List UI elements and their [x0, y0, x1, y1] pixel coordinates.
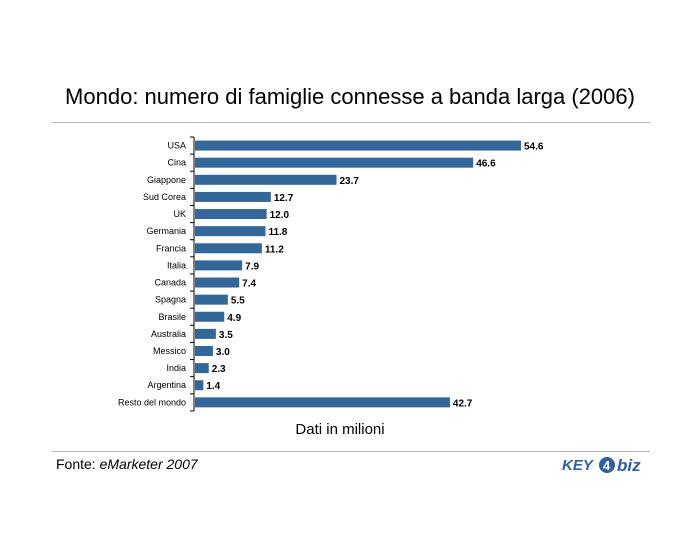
- data-label: 46.6: [476, 159, 496, 170]
- category-label: Spagna: [155, 295, 186, 305]
- data-label: 2.3: [212, 364, 226, 375]
- category-label: Resto del mondo: [118, 397, 186, 407]
- data-label: 7.4: [242, 279, 256, 290]
- data-label: 12.7: [274, 193, 294, 204]
- data-label: 23.7: [339, 176, 359, 187]
- data-label: 54.6: [524, 142, 544, 153]
- bar: [195, 328, 216, 339]
- source-note: Fonte: eMarketer 2007: [56, 456, 198, 472]
- bar: [195, 140, 521, 151]
- category-label: Francia: [156, 243, 186, 253]
- bar-chart: USA 54.6 Cina 46.6 Giappone 23.7 Sud Corea 12.7…: [118, 136, 544, 412]
- data-label: 11.8: [268, 227, 287, 238]
- category-label: Giappone: [147, 175, 186, 185]
- bar: [195, 311, 225, 322]
- top-divider: [52, 122, 650, 123]
- category-label: Australia: [151, 329, 186, 339]
- bar: [195, 397, 450, 408]
- bar: [195, 209, 267, 220]
- category-label: Messico: [153, 346, 186, 356]
- logo-number-text: 4: [603, 458, 611, 473]
- category-label: Sud Corea: [143, 192, 186, 202]
- data-label: 12.0: [270, 210, 290, 221]
- category-label: USA: [167, 141, 186, 151]
- logo-biz-text: biz: [617, 456, 641, 475]
- data-label: 5.5: [231, 296, 245, 307]
- logo-key-text: KEY: [562, 457, 595, 474]
- data-label: 11.2: [265, 244, 284, 255]
- bar: [195, 294, 228, 305]
- source-prefix: Fonte:: [56, 456, 100, 472]
- bar: [195, 346, 213, 356]
- bar: [195, 380, 204, 391]
- category-label: Cina: [167, 158, 186, 168]
- category-label: Germania: [146, 226, 186, 236]
- bar: [195, 226, 266, 237]
- data-label: 1.4: [206, 381, 220, 392]
- category-label: Brasile: [158, 312, 186, 322]
- chart-title: Mondo: numero di famiglie connesse a ban…: [65, 84, 635, 109]
- bar: [195, 191, 271, 202]
- category-label: Argentina: [147, 380, 186, 390]
- category-label: India: [166, 363, 186, 373]
- bar: [195, 174, 337, 185]
- data-label: 3.0: [216, 347, 230, 358]
- category-label: UK: [173, 209, 186, 219]
- source-name: eMarketer 2007: [99, 456, 198, 472]
- data-label: 42.7: [453, 398, 473, 409]
- bar: [195, 277, 240, 288]
- logo-circle: [599, 457, 615, 473]
- data-label: 3.5: [219, 330, 233, 341]
- category-label: Canada: [154, 278, 186, 288]
- bar: [195, 157, 474, 168]
- bottom-divider: [52, 451, 650, 452]
- data-label: 4.9: [227, 313, 241, 324]
- x-axis-label: Dati in milioni: [295, 421, 385, 438]
- bar: [195, 363, 209, 374]
- data-label: 7.9: [245, 261, 259, 272]
- bar: [195, 243, 262, 254]
- bar: [195, 260, 243, 271]
- key4biz-logo: KEY 4 biz: [562, 456, 641, 475]
- category-label: Italia: [167, 260, 186, 270]
